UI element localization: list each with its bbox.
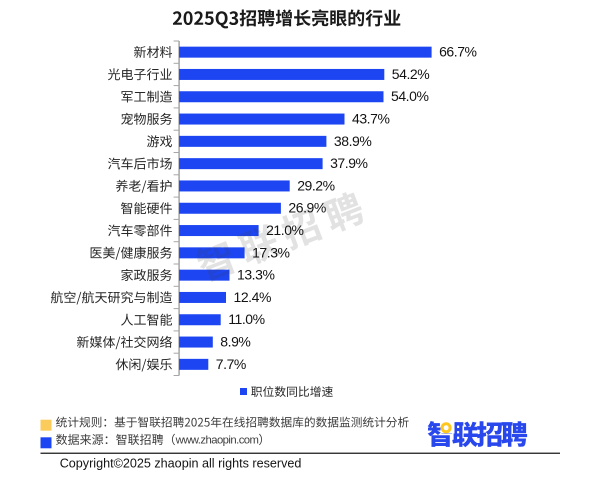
svg-text:43.7%: 43.7% (352, 111, 389, 127)
svg-text:54.2%: 54.2% (392, 66, 429, 82)
svg-text:29.2%: 29.2% (297, 177, 334, 193)
svg-text:www.zhaopin.com: www.zhaopin.com (175, 435, 259, 447)
svg-text:Copyright©2025 zhaopin all rig: Copyright©2025 zhaopin all rights reserv… (60, 457, 302, 471)
svg-text:7.7%: 7.7% (216, 356, 246, 372)
svg-text:54.0%: 54.0% (391, 88, 428, 104)
svg-text:38.9%: 38.9% (334, 133, 371, 149)
svg-text:26.9%: 26.9% (288, 200, 325, 216)
svg-text:17.3%: 17.3% (252, 244, 289, 260)
svg-text:8.9%: 8.9% (220, 334, 250, 350)
svg-text:11.0%: 11.0% (228, 311, 264, 327)
svg-text:12.4%: 12.4% (234, 289, 271, 305)
svg-text:66.7%: 66.7% (439, 44, 476, 60)
svg-text:13.3%: 13.3% (237, 267, 274, 283)
svg-text:37.9%: 37.9% (330, 155, 367, 171)
svg-text:21.0%: 21.0% (266, 222, 303, 238)
